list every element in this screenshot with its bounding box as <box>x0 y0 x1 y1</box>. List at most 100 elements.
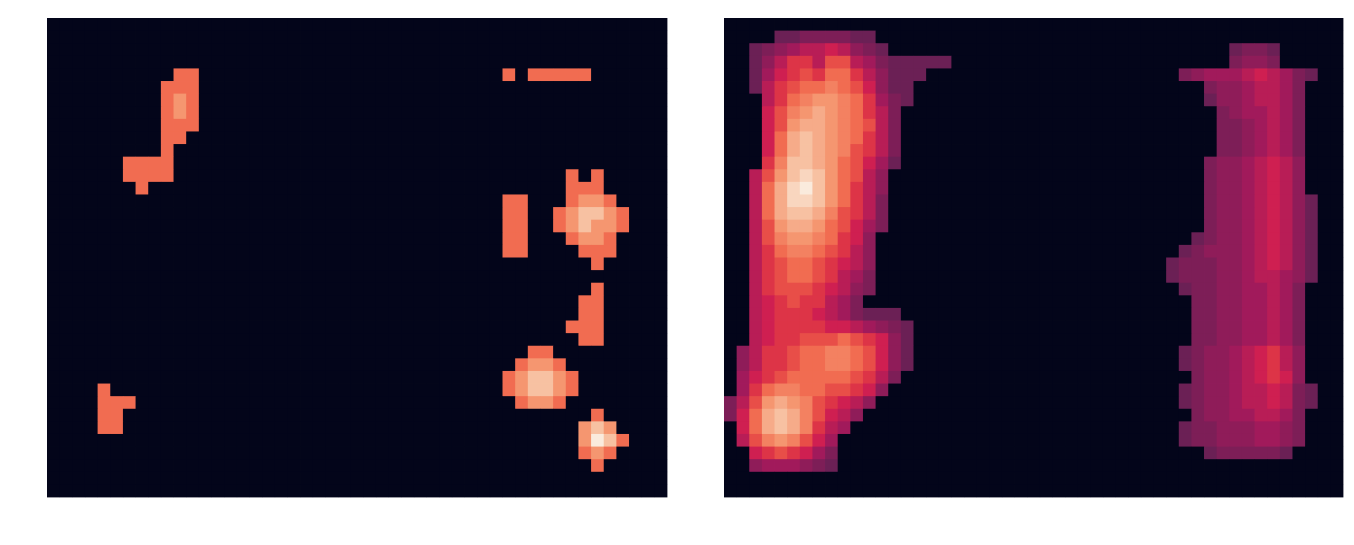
heatmap-cell <box>502 232 516 246</box>
heatmap-cell <box>426 345 440 359</box>
heatmap-cell <box>837 43 851 57</box>
heatmap-cell <box>312 396 326 410</box>
heatmap-cell <box>812 396 826 410</box>
heatmap-cell <box>1191 433 1205 447</box>
heatmap-cell <box>515 484 529 498</box>
heatmap-cell <box>540 270 554 284</box>
heatmap-cell <box>388 421 402 435</box>
heatmap-cell <box>787 408 801 422</box>
heatmap-cell <box>148 181 162 195</box>
heatmap-cell <box>862 484 876 498</box>
heatmap-cell <box>110 333 124 347</box>
heatmap-cell <box>224 43 238 57</box>
heatmap-cell <box>198 244 212 258</box>
heatmap-cell <box>837 68 851 82</box>
heatmap-cell <box>1014 55 1028 69</box>
heatmap-cell <box>749 396 763 410</box>
heatmap-cell <box>426 194 440 208</box>
heatmap-cell <box>616 30 630 44</box>
heatmap-cell <box>1279 55 1293 69</box>
heatmap-cell <box>774 207 788 221</box>
heatmap-cell <box>464 169 478 183</box>
heatmap-cell <box>787 207 801 221</box>
heatmap-cell <box>787 282 801 296</box>
heatmap-cell <box>527 484 541 498</box>
heatmap-cell <box>964 118 978 132</box>
heatmap-cell <box>976 446 990 460</box>
heatmap-cell <box>825 433 839 447</box>
heatmap-cell <box>350 30 364 44</box>
heatmap-cell <box>875 333 889 347</box>
heatmap-cell <box>1065 181 1079 195</box>
heatmap-cell <box>325 131 339 145</box>
heatmap-cell <box>198 320 212 334</box>
heatmap-cell <box>211 282 225 296</box>
heatmap-cell <box>1204 118 1218 132</box>
heatmap-cell <box>578 55 592 69</box>
heatmap-cell <box>1166 333 1180 347</box>
heatmap-cell <box>426 118 440 132</box>
heatmap-cell <box>938 459 952 473</box>
heatmap-cell <box>401 345 415 359</box>
heatmap-cell <box>1279 471 1293 485</box>
heatmap-cell <box>122 81 136 95</box>
heatmap-cell <box>976 433 990 447</box>
heatmap-cell <box>1241 156 1255 170</box>
heatmap-cell <box>527 30 541 44</box>
heatmap-cell <box>913 207 927 221</box>
heatmap-cell <box>72 156 86 170</box>
heatmap-cell <box>312 320 326 334</box>
heatmap-cell <box>1204 232 1218 246</box>
heatmap-cell <box>774 320 788 334</box>
heatmap-cell <box>325 295 339 309</box>
heatmap-cell <box>1292 270 1306 284</box>
heatmap-cell <box>388 81 402 95</box>
heatmap-cell <box>812 307 826 321</box>
heatmap-cell <box>1317 232 1331 246</box>
heatmap-cell <box>1128 320 1142 334</box>
heatmap-cell <box>1090 459 1104 473</box>
heatmap-cell <box>938 307 952 321</box>
heatmap-cell <box>850 131 864 145</box>
heatmap-cell <box>837 118 851 132</box>
heatmap-cell <box>211 270 225 284</box>
heatmap-cell <box>1254 333 1268 347</box>
heatmap-cell <box>451 106 465 120</box>
heatmap-cell <box>388 282 402 296</box>
heatmap-cell <box>591 282 605 296</box>
heatmap-cell <box>350 81 364 95</box>
heatmap-cell <box>724 459 738 473</box>
heatmap-cell <box>1292 333 1306 347</box>
heatmap-cell <box>1090 55 1104 69</box>
heatmap-cell <box>1317 144 1331 158</box>
heatmap-cell <box>224 307 238 321</box>
heatmap-cell <box>1229 207 1243 221</box>
heatmap-cell <box>603 118 617 132</box>
heatmap-cell <box>439 333 453 347</box>
heatmap-cell <box>363 169 377 183</box>
heatmap-cell <box>761 131 775 145</box>
heatmap-cell <box>1254 320 1268 334</box>
heatmap-cell <box>1267 81 1281 95</box>
heatmap-cell <box>812 118 826 132</box>
heatmap-cell <box>951 30 965 44</box>
heatmap-cell <box>749 219 763 233</box>
heatmap-cell <box>413 370 427 384</box>
heatmap-cell <box>850 383 864 397</box>
heatmap-cell <box>527 106 541 120</box>
heatmap-cell <box>591 333 605 347</box>
heatmap-cell <box>1128 433 1142 447</box>
heatmap-cell <box>629 459 643 473</box>
heatmap-cell <box>812 207 826 221</box>
heatmap-cell <box>1279 358 1293 372</box>
heatmap-cell <box>110 270 124 284</box>
heatmap-cell <box>312 194 326 208</box>
heatmap-cell <box>72 194 86 208</box>
heatmap-cell <box>926 131 940 145</box>
heatmap-cell <box>1128 207 1142 221</box>
heatmap-cell <box>989 358 1003 372</box>
heatmap-cell <box>97 307 111 321</box>
heatmap-cell <box>976 358 990 372</box>
heatmap-cell <box>553 484 567 498</box>
heatmap-cell <box>186 207 200 221</box>
